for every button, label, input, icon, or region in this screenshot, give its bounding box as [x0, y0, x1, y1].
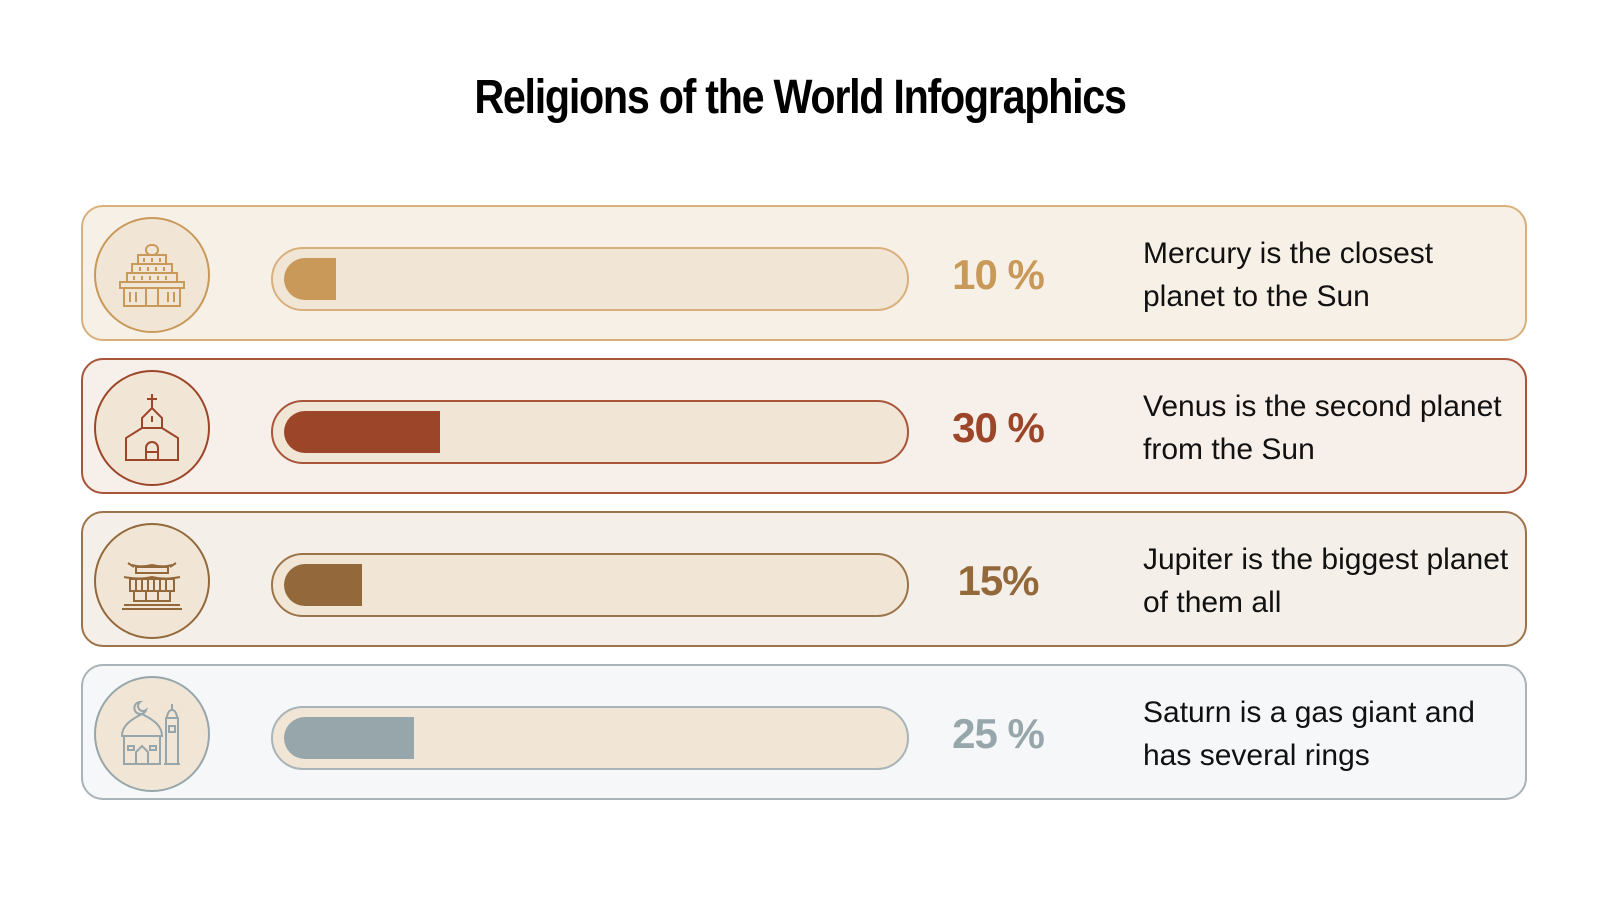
infographic-row-3: 15% Jupiter is the biggest planet of the… — [81, 511, 1527, 647]
progress-track — [271, 553, 909, 617]
progress-fill — [284, 258, 336, 300]
row-description: Jupiter is the biggest planet of them al… — [1143, 543, 1509, 619]
hindu-temple-icon — [119, 244, 185, 307]
progress-track — [271, 400, 909, 464]
row-description: Mercury is the closest planet to the Sun — [1143, 237, 1434, 313]
progress-track — [271, 706, 909, 770]
progress-fill — [284, 411, 440, 453]
row-description: Venus is the second planet from the Sun — [1143, 390, 1502, 466]
infographic-row-4: 25 % Saturn is a gas giant and has sever… — [81, 664, 1527, 800]
progress-fill — [284, 564, 362, 606]
percent-label: 10 % — [952, 251, 1045, 298]
icon-badge — [94, 676, 210, 792]
infographic-row-1: 10 % Mercury is the closest planet to th… — [81, 205, 1527, 341]
icon-badge — [94, 217, 210, 333]
progress-fill — [284, 717, 414, 759]
mosque-icon — [120, 700, 180, 765]
percent-label: 30 % — [952, 404, 1045, 451]
progress-track — [271, 247, 909, 311]
icon-badge — [94, 370, 210, 486]
icon-badge — [94, 523, 210, 639]
church-icon — [125, 394, 179, 461]
page-title: Religions of the World Infographics — [474, 71, 1127, 124]
infographic-row-2: 30 % Venus is the second planet from the… — [81, 358, 1527, 494]
pagoda-temple-icon — [122, 562, 182, 610]
row-description: Saturn is a gas giant and has several ri… — [1143, 696, 1475, 772]
percent-label: 15% — [957, 557, 1039, 604]
percent-label: 25 % — [952, 710, 1045, 757]
